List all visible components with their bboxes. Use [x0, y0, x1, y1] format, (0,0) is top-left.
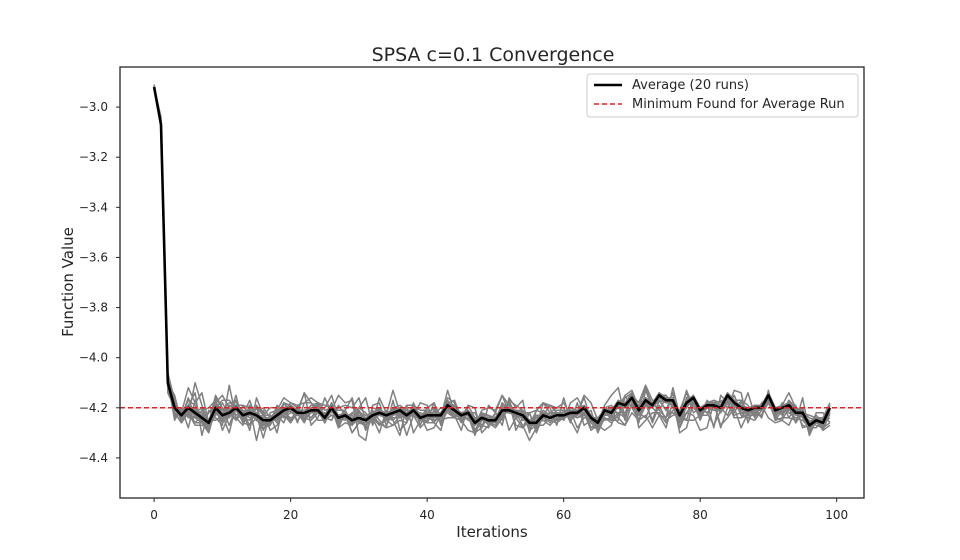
y-tick-label: −3.8 [79, 301, 108, 315]
legend-label-minimum: Minimum Found for Average Run [632, 97, 845, 112]
legend-box [586, 73, 859, 118]
x-tick-label: 80 [693, 508, 708, 522]
legend: Average (20 runs) Minimum Found for Aver… [586, 73, 859, 118]
run-line-18 [153, 86, 831, 429]
y-tick-label: −4.2 [79, 401, 108, 415]
legend-label-average: Average (20 runs) [632, 78, 749, 93]
y-axis-label: Function Value [59, 227, 77, 337]
axis-ticks: 0 20 40 60 80 100 −3.0 −3.2 −3.4 −3.6 −3.8 −4.0 −4.2… [79, 100, 848, 522]
x-tick-label: 40 [420, 508, 435, 522]
y-tick-label: −4.0 [79, 351, 108, 365]
chart-title: SPSA c=0.1 Convergence [372, 44, 615, 66]
plot-frame [119, 66, 865, 499]
y-tick-label: −3.4 [79, 200, 108, 214]
y-tick-label: −3.6 [79, 250, 108, 264]
x-tick-label: 60 [556, 508, 571, 522]
x-axis-label: Iterations [456, 523, 528, 541]
y-tick-label: −3.0 [79, 100, 108, 114]
y-tick-label: −4.4 [79, 451, 108, 465]
x-tick-label: 100 [825, 508, 848, 522]
run-line-11 [153, 86, 831, 434]
x-tick-label: 0 [150, 508, 158, 522]
y-tick-label: −3.2 [79, 150, 108, 164]
x-tick-label: 20 [283, 508, 298, 522]
average-line [152, 86, 832, 427]
average-line-group [152, 86, 832, 427]
run-line-19 [153, 86, 831, 424]
